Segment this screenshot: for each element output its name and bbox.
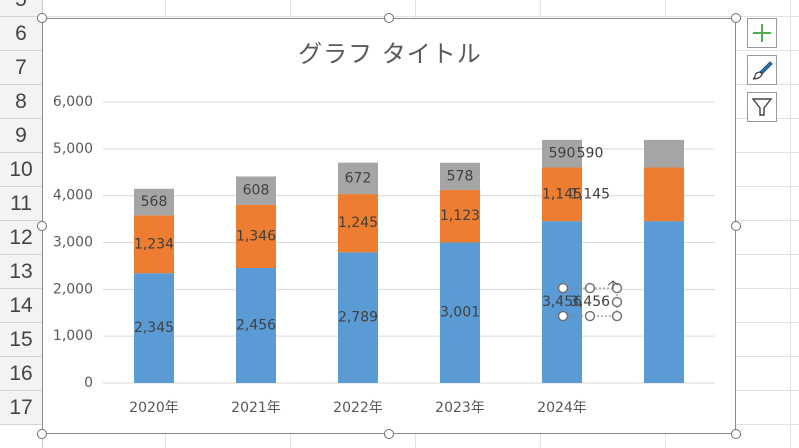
row-header[interactable]: 15 <box>0 323 42 357</box>
chart-resize-handle[interactable] <box>731 221 741 231</box>
y-tick-label: 1,000 <box>53 328 93 344</box>
data-label[interactable]: 1,346 <box>236 228 276 244</box>
row-header[interactable]: 8 <box>0 85 42 119</box>
data-label[interactable]: 672 <box>345 170 372 186</box>
bar-segment-series-3[interactable] <box>644 139 684 168</box>
chart-resize-handle[interactable] <box>384 429 394 439</box>
data-label[interactable]: 3,456 <box>542 294 582 310</box>
chart-resize-handle[interactable] <box>731 429 741 439</box>
data-label-resize-handle[interactable] <box>584 282 596 294</box>
bar-segment-series-1[interactable] <box>644 221 684 383</box>
data-label[interactable]: 1,123 <box>440 208 480 224</box>
bar-segment-series-1[interactable] <box>134 273 174 383</box>
bar-segment-series-1[interactable] <box>236 267 276 383</box>
bar-segment-series-2[interactable] <box>338 194 378 253</box>
row-header[interactable]: 13 <box>0 255 42 289</box>
x-category-label: 2022年 <box>333 400 383 416</box>
row-header[interactable]: 10 <box>0 153 42 187</box>
x-category-label: 2021年 <box>231 400 281 416</box>
x-category-label: 2020年 <box>129 400 179 416</box>
plus-icon <box>753 24 771 42</box>
bar-segment-series-1[interactable] <box>542 221 582 383</box>
bar-segment-series-3[interactable] <box>134 188 174 216</box>
data-label[interactable]: 1,145 <box>542 186 582 202</box>
data-label-resize-handle[interactable] <box>611 310 623 322</box>
leader-line-icon <box>607 280 619 290</box>
y-tick-label: 2,000 <box>53 281 93 297</box>
row-header[interactable]: 9 <box>0 119 42 153</box>
data-label[interactable]: 568 <box>141 194 168 210</box>
data-label[interactable]: 590 <box>577 146 604 162</box>
bar-segment-series-3[interactable] <box>338 162 378 195</box>
chart-resize-handle[interactable] <box>731 13 741 23</box>
funnel-icon <box>751 98 773 116</box>
data-label-resize-handle[interactable] <box>611 296 623 308</box>
bar-segment-series-1[interactable] <box>338 252 378 383</box>
chart-resize-handle[interactable] <box>37 221 47 231</box>
data-label[interactable]: 1,145 <box>570 186 610 202</box>
data-label[interactable]: 3,001 <box>440 305 480 321</box>
y-tick-label: 5,000 <box>53 141 93 157</box>
data-label-resize-handle[interactable] <box>611 282 623 294</box>
chart-title[interactable]: グラフ タイトル <box>298 40 482 68</box>
bar-segment-series-3[interactable] <box>542 139 582 168</box>
data-label[interactable]: 2,345 <box>134 320 174 336</box>
row-header[interactable]: 5 <box>0 0 42 17</box>
y-tick-label: 3,000 <box>53 235 93 251</box>
data-label[interactable]: 2,789 <box>338 310 378 326</box>
y-tick-label: 6,000 <box>53 94 93 110</box>
bar-segment-series-2[interactable] <box>542 167 582 222</box>
row-header[interactable]: 11 <box>0 187 42 221</box>
y-tick-label: 4,000 <box>53 188 93 204</box>
row-header[interactable]: 17 <box>0 391 42 425</box>
gridline-horizontal <box>43 16 799 17</box>
paintbrush-icon <box>752 61 773 80</box>
bar-segment-series-2[interactable] <box>644 167 684 222</box>
data-label[interactable]: 2,456 <box>236 317 276 333</box>
chart-resize-handle[interactable] <box>37 429 47 439</box>
row-header[interactable]: 16 <box>0 357 42 391</box>
gridline-vertical <box>790 0 791 448</box>
chart-filters-button[interactable] <box>747 92 777 122</box>
bar-segment-series-2[interactable] <box>134 215 174 274</box>
chart-resize-handle[interactable] <box>37 13 47 23</box>
chart-resize-handle[interactable] <box>384 13 394 23</box>
data-label[interactable]: 1,245 <box>338 215 378 231</box>
data-label-resize-handle[interactable] <box>584 310 596 322</box>
data-label-resize-handle[interactable] <box>557 310 569 322</box>
bar-segment-series-3[interactable] <box>236 176 276 205</box>
row-header[interactable]: 12 <box>0 221 42 255</box>
y-tick-label: 0 <box>84 375 93 391</box>
chart-styles-button[interactable] <box>747 55 777 85</box>
x-category-label: 2024年 <box>537 400 587 416</box>
chart-elements-button[interactable] <box>747 18 777 48</box>
bar-segment-series-2[interactable] <box>236 204 276 268</box>
row-header[interactable]: 6 <box>0 17 42 51</box>
row-header[interactable]: 14 <box>0 289 42 323</box>
data-label[interactable]: 590 <box>549 146 576 162</box>
x-category-label: 2023年 <box>435 400 485 416</box>
data-label-resize-handle[interactable] <box>557 282 569 294</box>
bar-segment-series-3[interactable] <box>440 162 480 190</box>
chart-area[interactable]: グラフ タイトル 0 1,000 2,000 3,000 4,000 5,000 6,000 2… <box>42 18 736 434</box>
data-label[interactable]: 578 <box>447 168 474 184</box>
stacked-bar-chart[interactable]: グラフ タイトル 0 1,000 2,000 3,000 4,000 5,000 6,000 2… <box>43 19 737 435</box>
row-header[interactable]: 7 <box>0 51 42 85</box>
data-label[interactable]: 3,456 <box>570 294 610 310</box>
bar-segment-series-1[interactable] <box>440 242 480 383</box>
bar-segment-series-2[interactable] <box>440 189 480 243</box>
data-label[interactable]: 608 <box>243 183 270 199</box>
data-label[interactable]: 1,234 <box>134 236 174 252</box>
